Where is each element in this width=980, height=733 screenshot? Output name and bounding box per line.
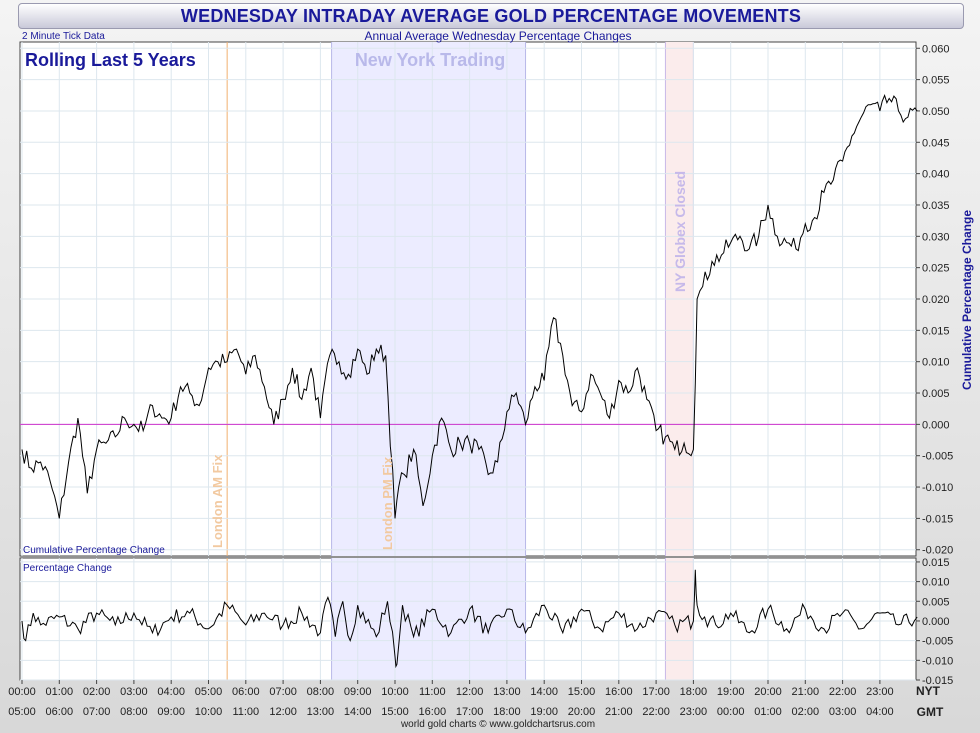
x-tick-label-gmt: 21:00 bbox=[605, 706, 633, 718]
x-tick-label-gmt: 22:00 bbox=[642, 706, 670, 718]
y-tick-label-lower: 0.010 bbox=[922, 577, 950, 589]
y-tick-label-upper: 0.035 bbox=[922, 200, 950, 212]
pm-fix-label: London PM Fix bbox=[380, 456, 395, 550]
y-tick-label-lower: -0.010 bbox=[922, 655, 953, 667]
rolling-label: Rolling Last 5 Years bbox=[25, 50, 196, 70]
chart-subtitle: Annual Average Wednesday Percentage Chan… bbox=[364, 29, 631, 43]
x-tick-label-nyt: 15:00 bbox=[568, 686, 596, 698]
tick-data-note: 2 Minute Tick Data bbox=[22, 31, 105, 42]
y-tick-label-upper: 0.055 bbox=[922, 75, 950, 87]
x-tick-label-gmt: 18:00 bbox=[493, 706, 521, 718]
x-tick-label-gmt: 09:00 bbox=[157, 706, 185, 718]
am-fix-label: London AM Fix bbox=[210, 454, 225, 548]
x-tick-label-gmt: 23:00 bbox=[680, 706, 708, 718]
y-tick-label-upper: 0.020 bbox=[922, 294, 950, 306]
x-tick-label-nyt: 19:00 bbox=[717, 686, 745, 698]
session-label: New York Trading bbox=[355, 50, 505, 70]
y-tick-label-upper: 0.040 bbox=[922, 169, 950, 181]
y-tick-label-upper: 0.000 bbox=[922, 419, 950, 431]
y-tick-label-upper: 0.010 bbox=[922, 357, 950, 369]
x-tick-label-gmt: 15:00 bbox=[381, 706, 409, 718]
x-tick-label-nyt: 06:00 bbox=[232, 686, 260, 698]
x-tick-label-nyt: 02:00 bbox=[83, 686, 111, 698]
globex-closed-label: NY Globex Closed bbox=[672, 171, 688, 292]
title-bar: WEDNESDAY INTRADAY AVERAGE GOLD PERCENTA… bbox=[18, 3, 964, 29]
x-tick-label-gmt: 11:00 bbox=[232, 706, 259, 718]
x-tick-label-gmt: 05:00 bbox=[8, 706, 36, 718]
x-tick-label-gmt: 04:00 bbox=[866, 706, 894, 718]
x-tick-label-gmt: 06:00 bbox=[46, 706, 74, 718]
x-tick-label-nyt: 03:00 bbox=[120, 686, 148, 698]
chart-title: WEDNESDAY INTRADAY AVERAGE GOLD PERCENTA… bbox=[180, 6, 802, 26]
y-tick-label-upper: -0.015 bbox=[922, 513, 953, 525]
y-tick-label-upper: 0.025 bbox=[922, 263, 950, 275]
x-tick-label-nyt: 05:00 bbox=[195, 686, 223, 698]
x-tick-label-nyt: 18:00 bbox=[680, 686, 708, 698]
y-tick-label-lower: -0.005 bbox=[922, 636, 953, 648]
x-tick-label-nyt: 23:00 bbox=[866, 686, 894, 698]
x-tick-label-nyt: 13:00 bbox=[493, 686, 521, 698]
x-tick-label-nyt: 00:00 bbox=[8, 686, 36, 698]
x-tick-label-nyt: 04:00 bbox=[157, 686, 185, 698]
y-tick-label-upper: 0.060 bbox=[922, 43, 950, 55]
y-tick-label-lower: -0.015 bbox=[922, 675, 953, 687]
right-axis-title: Cumulative Percentage Change bbox=[960, 210, 974, 390]
x-tick-label-gmt: 00:00 bbox=[717, 706, 745, 718]
footer-credit: world gold charts © www.goldchartsrus.co… bbox=[400, 719, 595, 730]
x-tick-label-gmt: 14:00 bbox=[344, 706, 372, 718]
x-tick-label-nyt: 10:00 bbox=[381, 686, 409, 698]
x-tick-label-gmt: 17:00 bbox=[456, 706, 484, 718]
x-tick-label-nyt: 07:00 bbox=[269, 686, 297, 698]
x-tick-label-nyt: 09:00 bbox=[344, 686, 372, 698]
y-tick-label-upper: 0.030 bbox=[922, 231, 950, 243]
x-tick-label-gmt: 16:00 bbox=[419, 706, 447, 718]
y-tick-label-upper: -0.005 bbox=[922, 451, 953, 463]
x-tick-label-gmt: 12:00 bbox=[269, 706, 297, 718]
x-tick-label-gmt: 08:00 bbox=[120, 706, 148, 718]
y-tick-label-upper: 0.005 bbox=[922, 388, 950, 400]
nyt-label: NYT bbox=[916, 684, 941, 698]
y-tick-label-upper: -0.020 bbox=[922, 545, 953, 557]
lower-panel-label: Percentage Change bbox=[23, 563, 112, 574]
x-tick-label-gmt: 10:00 bbox=[195, 706, 223, 718]
x-tick-label-gmt: 13:00 bbox=[307, 706, 335, 718]
x-tick-label-nyt: 14:00 bbox=[530, 686, 558, 698]
x-tick-label-gmt: 02:00 bbox=[792, 706, 820, 718]
x-tick-label-gmt: 01:00 bbox=[754, 706, 782, 718]
x-tick-label-nyt: 11:00 bbox=[419, 686, 446, 698]
x-tick-label-nyt: 22:00 bbox=[829, 686, 857, 698]
percentage-change-line bbox=[21, 569, 918, 669]
x-tick-label-nyt: 16:00 bbox=[605, 686, 633, 698]
x-tick-label-gmt: 20:00 bbox=[568, 706, 596, 718]
gmt-label: GMT bbox=[917, 705, 944, 719]
cumulative-change-line bbox=[21, 94, 918, 519]
x-tick-label-nyt: 21:00 bbox=[792, 686, 820, 698]
x-tick-label-nyt: 08:00 bbox=[307, 686, 335, 698]
y-tick-label-upper: 0.050 bbox=[922, 106, 950, 118]
x-tick-label-nyt: 17:00 bbox=[642, 686, 670, 698]
y-tick-label-upper: 0.015 bbox=[922, 325, 950, 337]
x-tick-label-nyt: 20:00 bbox=[754, 686, 782, 698]
y-tick-label-upper: 0.045 bbox=[922, 137, 950, 149]
y-tick-label-upper: -0.010 bbox=[922, 482, 953, 494]
ny-session-band bbox=[331, 558, 526, 680]
y-tick-label-lower: 0.005 bbox=[922, 596, 950, 608]
x-tick-label-gmt: 07:00 bbox=[83, 706, 111, 718]
x-tick-label-nyt: 12:00 bbox=[456, 686, 484, 698]
x-tick-label-nyt: 01:00 bbox=[46, 686, 74, 698]
y-tick-label-lower: 0.015 bbox=[922, 557, 950, 569]
x-tick-label-gmt: 19:00 bbox=[530, 706, 558, 718]
upper-panel-label: Cumulative Percentage Change bbox=[23, 545, 165, 556]
x-tick-label-gmt: 03:00 bbox=[829, 706, 857, 718]
y-tick-label-lower: 0.000 bbox=[922, 616, 950, 628]
